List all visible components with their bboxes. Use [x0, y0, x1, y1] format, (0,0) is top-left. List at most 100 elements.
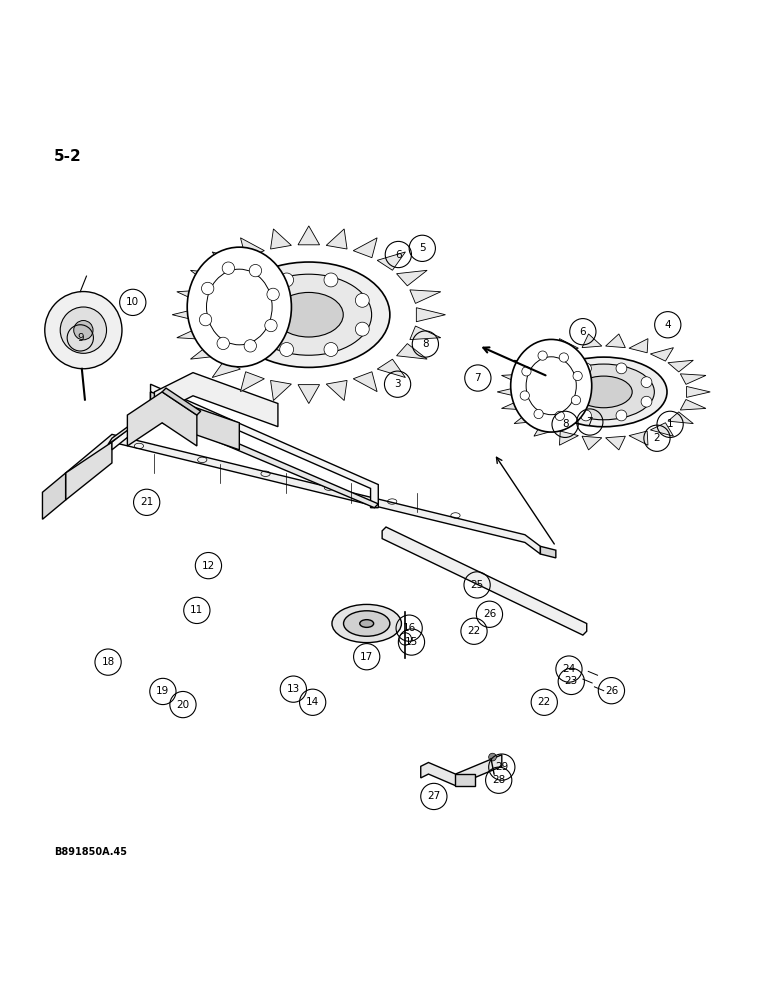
Circle shape [489, 753, 496, 761]
Text: 5-2: 5-2 [54, 149, 82, 164]
Text: 8: 8 [422, 339, 428, 349]
Ellipse shape [188, 247, 292, 367]
Polygon shape [416, 308, 445, 322]
Circle shape [522, 367, 531, 376]
Polygon shape [605, 436, 625, 450]
Ellipse shape [575, 376, 632, 408]
Circle shape [581, 363, 591, 374]
Circle shape [201, 282, 214, 295]
Polygon shape [560, 431, 578, 445]
Circle shape [279, 273, 293, 287]
Circle shape [538, 351, 547, 360]
Polygon shape [668, 360, 693, 372]
Polygon shape [270, 229, 291, 249]
Circle shape [534, 409, 543, 419]
Polygon shape [668, 412, 693, 424]
Ellipse shape [60, 307, 107, 353]
Text: 2: 2 [654, 433, 660, 443]
Text: 28: 28 [492, 775, 506, 785]
Polygon shape [650, 423, 673, 436]
Circle shape [581, 410, 591, 421]
Circle shape [244, 340, 256, 352]
Text: 7: 7 [475, 373, 481, 383]
Circle shape [571, 395, 581, 405]
Polygon shape [421, 755, 502, 786]
Circle shape [249, 322, 262, 336]
Polygon shape [378, 252, 405, 270]
Text: 21: 21 [140, 497, 154, 507]
Polygon shape [650, 348, 673, 361]
Polygon shape [191, 344, 221, 359]
Polygon shape [680, 399, 706, 410]
Text: 11: 11 [190, 605, 204, 615]
Circle shape [217, 337, 229, 350]
Text: 10: 10 [126, 297, 140, 307]
Polygon shape [177, 290, 208, 303]
Polygon shape [378, 359, 405, 378]
Polygon shape [514, 412, 540, 424]
Circle shape [324, 343, 338, 356]
Ellipse shape [332, 604, 401, 643]
Polygon shape [108, 407, 378, 508]
Polygon shape [162, 388, 201, 415]
Ellipse shape [360, 620, 374, 627]
Ellipse shape [228, 262, 390, 367]
Polygon shape [534, 348, 557, 361]
Ellipse shape [246, 274, 371, 355]
Polygon shape [629, 431, 648, 445]
Polygon shape [629, 339, 648, 353]
Text: 22: 22 [537, 697, 551, 707]
Circle shape [222, 262, 235, 274]
Polygon shape [327, 229, 347, 249]
Circle shape [249, 264, 262, 277]
Circle shape [616, 410, 627, 421]
Polygon shape [502, 399, 527, 410]
Text: 13: 13 [286, 684, 300, 694]
Circle shape [573, 371, 582, 381]
Text: 20: 20 [176, 700, 190, 710]
Polygon shape [66, 442, 112, 500]
Text: B891850A.45: B891850A.45 [54, 847, 127, 857]
Polygon shape [534, 423, 557, 436]
Polygon shape [172, 308, 201, 322]
Text: 23: 23 [564, 676, 578, 686]
Polygon shape [680, 374, 706, 384]
Circle shape [265, 319, 277, 332]
Text: 19: 19 [156, 686, 170, 696]
Polygon shape [327, 380, 347, 401]
Text: 15: 15 [405, 637, 418, 647]
Polygon shape [298, 226, 320, 245]
Circle shape [555, 411, 564, 421]
Circle shape [520, 391, 530, 400]
Polygon shape [560, 339, 578, 353]
Polygon shape [66, 434, 540, 554]
Polygon shape [298, 385, 320, 404]
Polygon shape [154, 373, 278, 427]
Text: 6: 6 [395, 250, 401, 260]
Polygon shape [605, 334, 625, 348]
Polygon shape [127, 392, 197, 446]
Circle shape [641, 396, 652, 407]
Text: 26: 26 [482, 609, 496, 619]
Circle shape [355, 293, 369, 307]
Circle shape [279, 343, 293, 356]
Circle shape [249, 293, 262, 307]
Text: 5: 5 [419, 243, 425, 253]
Polygon shape [151, 392, 239, 450]
Polygon shape [212, 359, 240, 378]
Circle shape [324, 273, 338, 287]
Circle shape [556, 377, 567, 388]
Polygon shape [382, 527, 587, 635]
Polygon shape [177, 326, 208, 340]
Text: 24: 24 [562, 664, 576, 674]
Polygon shape [582, 436, 602, 450]
Ellipse shape [45, 292, 122, 369]
Polygon shape [502, 374, 527, 384]
Circle shape [199, 313, 212, 326]
Text: 1: 1 [667, 419, 673, 429]
Ellipse shape [74, 321, 93, 340]
Text: 22: 22 [467, 626, 481, 636]
Polygon shape [397, 344, 427, 359]
Ellipse shape [540, 357, 667, 427]
Circle shape [559, 353, 568, 362]
